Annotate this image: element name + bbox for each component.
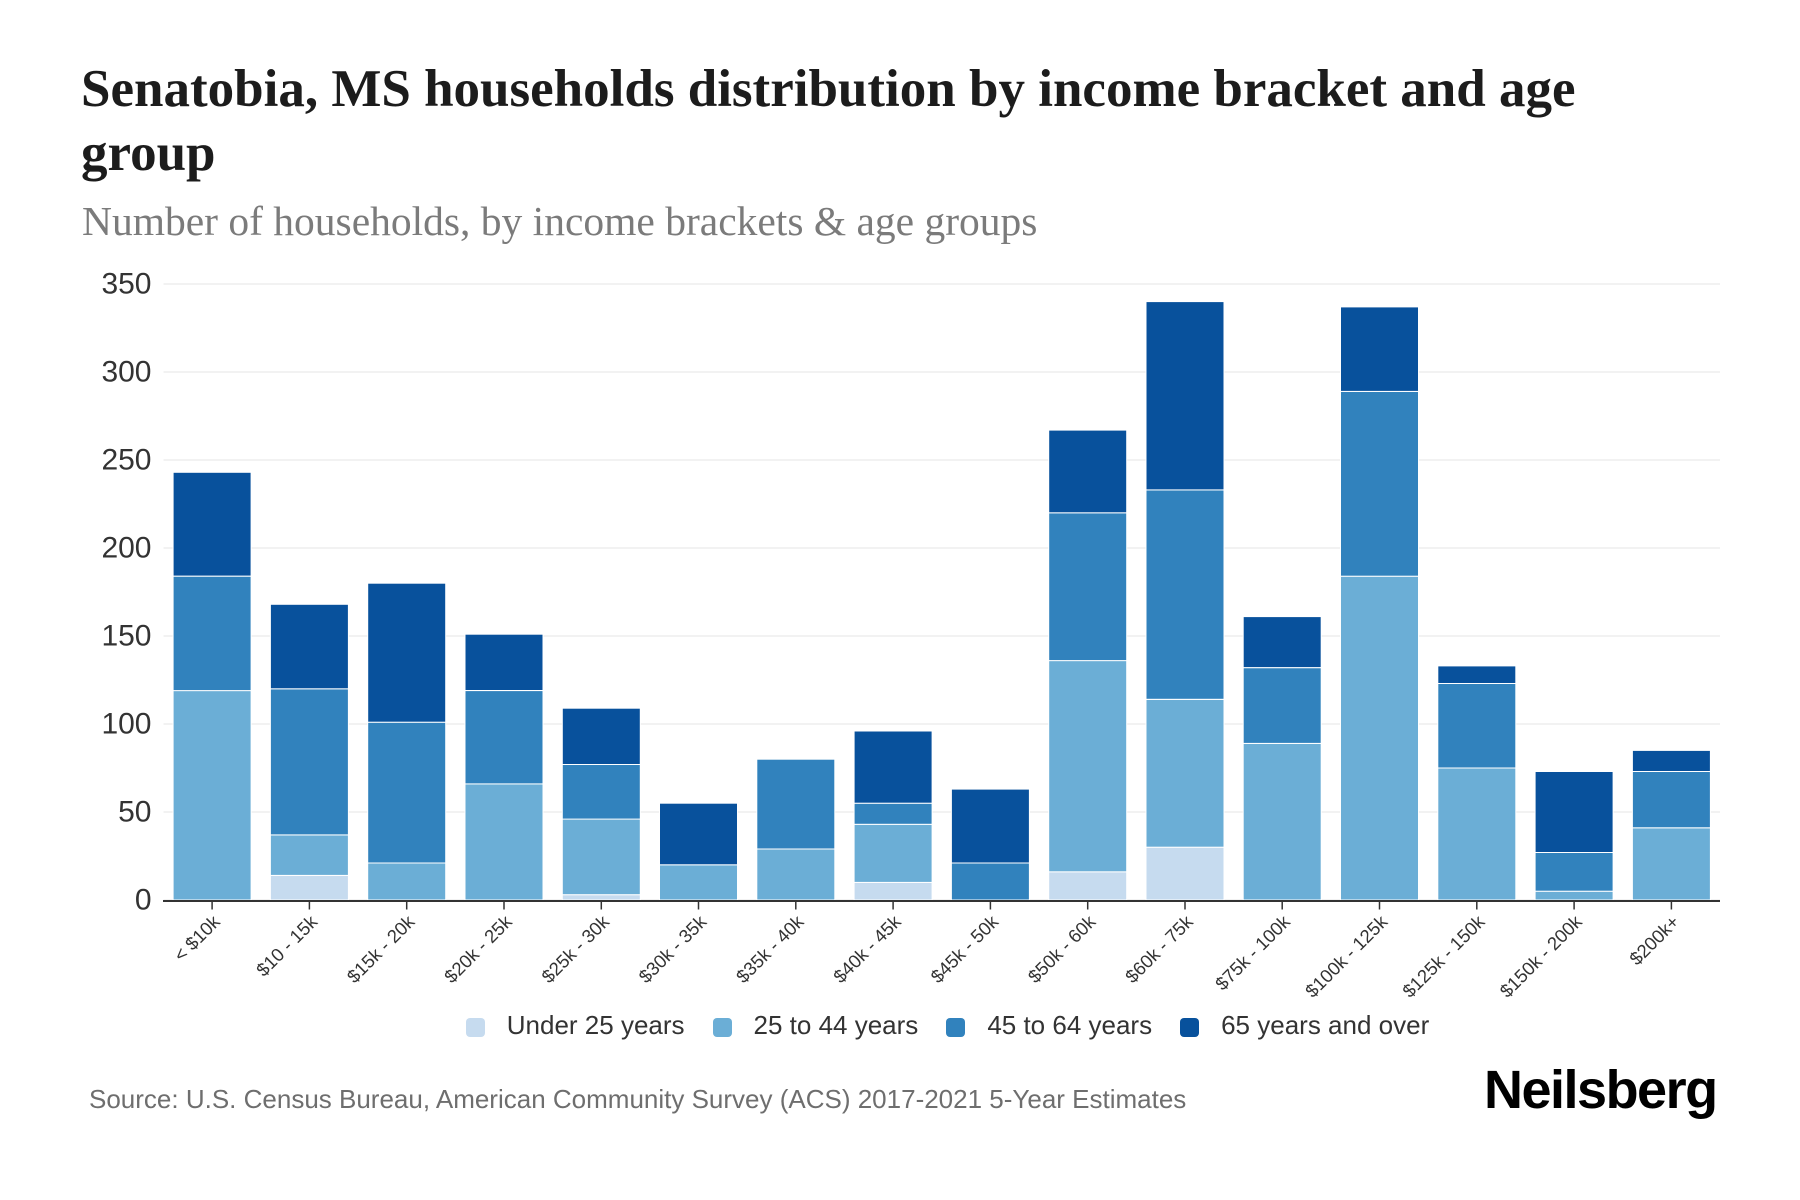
svg-text:100: 100 [101, 708, 151, 741]
svg-text:< $10k: < $10k [169, 910, 224, 965]
svg-text:$20k - 25k: $20k - 25k [440, 910, 516, 986]
svg-text:300: 300 [101, 356, 151, 389]
svg-text:250: 250 [101, 444, 151, 477]
svg-text:$30k - 35k: $30k - 35k [634, 910, 710, 986]
svg-text:350: 350 [101, 268, 151, 301]
svg-text:50: 50 [118, 796, 151, 829]
svg-text:$200k+: $200k+ [1625, 911, 1683, 969]
svg-text:$60k - 75k: $60k - 75k [1121, 910, 1197, 986]
svg-text:$15k - 20k: $15k - 20k [343, 910, 419, 986]
svg-text:$35k - 40k: $35k - 40k [732, 910, 808, 986]
svg-text:$150k - 200k: $150k - 200k [1495, 910, 1586, 1001]
svg-text:$125k - 150k: $125k - 150k [1398, 910, 1489, 1001]
svg-text:$10 - 15k: $10 - 15k [252, 910, 322, 980]
svg-text:$75k - 100k: $75k - 100k [1211, 910, 1295, 994]
svg-text:$50k - 60k: $50k - 60k [1024, 910, 1100, 986]
svg-text:$100k - 125k: $100k - 125k [1301, 910, 1392, 1001]
svg-text:200: 200 [101, 532, 151, 565]
svg-text:150: 150 [101, 620, 151, 653]
svg-text:$40k - 45k: $40k - 45k [829, 910, 905, 986]
svg-text:0: 0 [135, 884, 152, 917]
svg-text:$25k - 30k: $25k - 30k [537, 910, 613, 986]
svg-text:$45k - 50k: $45k - 50k [926, 910, 1002, 986]
